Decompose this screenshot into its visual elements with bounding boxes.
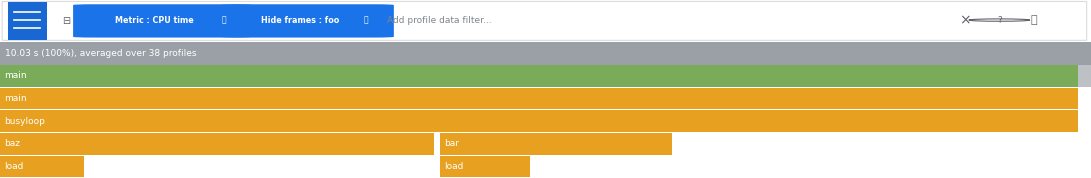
Text: ?: ? xyxy=(997,16,1002,25)
Text: main: main xyxy=(4,94,27,103)
Bar xyxy=(1078,65,1091,87)
Bar xyxy=(0,65,1078,87)
Bar xyxy=(0,133,434,155)
Text: main: main xyxy=(4,71,27,80)
Text: Metric : CPU time: Metric : CPU time xyxy=(115,16,193,25)
Text: load: load xyxy=(444,162,464,171)
Text: ×: × xyxy=(959,13,970,27)
Text: 10.03 s (100%), averaged over 38 profiles: 10.03 s (100%), averaged over 38 profile… xyxy=(5,49,197,58)
Bar xyxy=(0,156,84,177)
Text: busyloop: busyloop xyxy=(4,117,45,126)
FancyBboxPatch shape xyxy=(73,4,252,38)
Text: ⊟: ⊟ xyxy=(62,16,71,26)
Bar xyxy=(440,156,530,177)
Bar xyxy=(0,88,1078,109)
Text: bar: bar xyxy=(444,139,459,148)
Text: Add profile data filter...: Add profile data filter... xyxy=(387,16,492,25)
Bar xyxy=(440,133,672,155)
Text: Hide frames : foo: Hide frames : foo xyxy=(261,16,339,25)
Text: baz: baz xyxy=(4,139,21,148)
Text: ⓧ: ⓧ xyxy=(221,16,226,25)
FancyBboxPatch shape xyxy=(2,1,1087,40)
Bar xyxy=(8,2,47,40)
Text: ⤓: ⤓ xyxy=(1031,15,1038,25)
Bar xyxy=(0,111,1078,132)
Text: load: load xyxy=(4,162,24,171)
FancyBboxPatch shape xyxy=(221,4,394,38)
Bar xyxy=(0,42,1091,64)
Text: ⓧ: ⓧ xyxy=(363,16,368,25)
